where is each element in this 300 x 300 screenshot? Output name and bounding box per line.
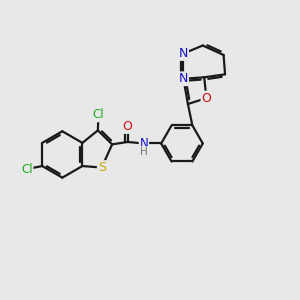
Text: Cl: Cl — [21, 163, 33, 176]
Text: N: N — [140, 137, 148, 150]
Text: H: H — [140, 147, 148, 157]
Text: S: S — [98, 161, 106, 174]
Text: N: N — [179, 72, 188, 85]
Text: N: N — [179, 47, 188, 60]
Text: O: O — [123, 120, 133, 133]
Text: Cl: Cl — [93, 108, 104, 122]
Text: O: O — [201, 92, 211, 105]
